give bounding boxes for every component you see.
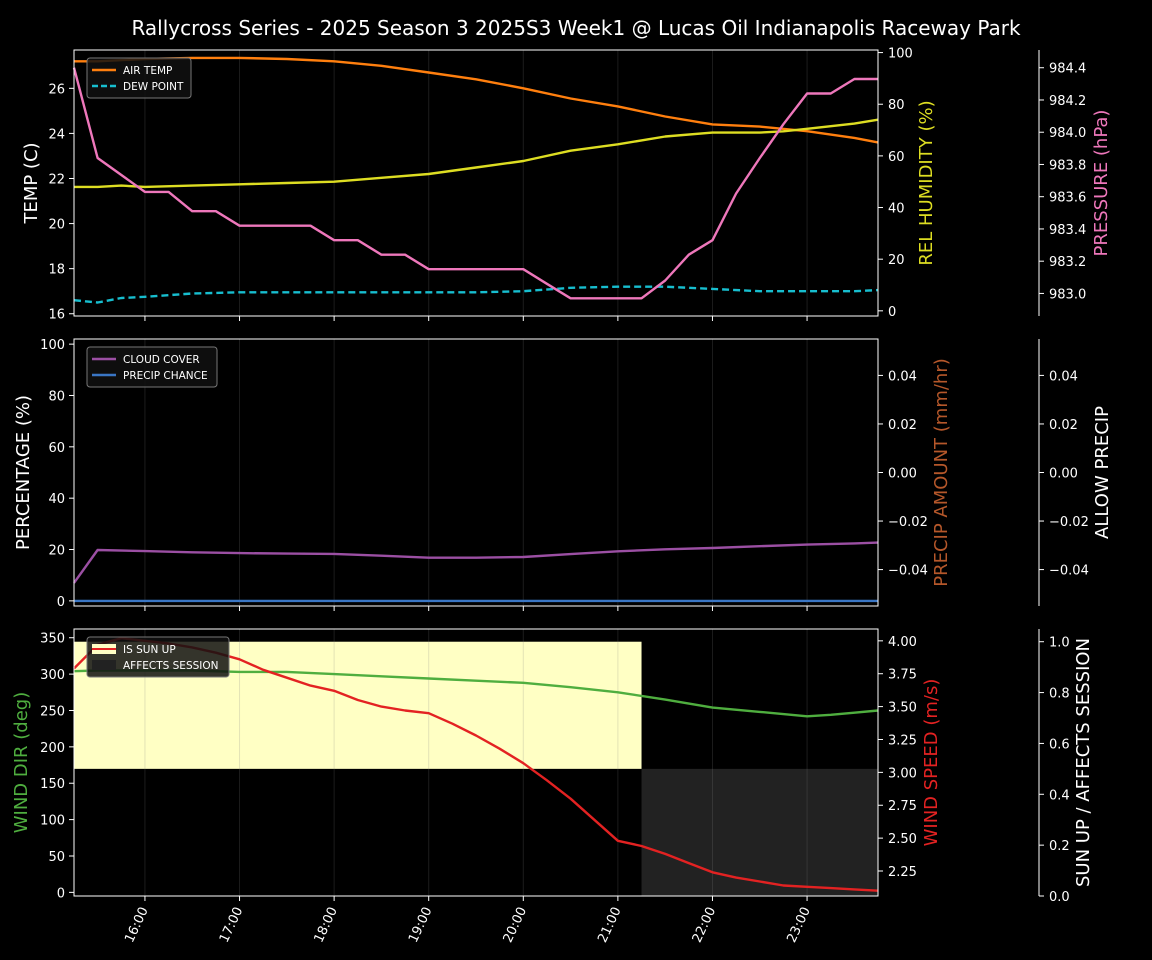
legend-box [86, 636, 230, 678]
chart-title: Rallycross Series - 2025 Season 3 2025S3… [131, 16, 1021, 40]
right2-tick-label: −0.02 [1049, 515, 1089, 530]
right2-tick-label: 983.2 [1049, 255, 1086, 270]
left-tick-label: 80 [48, 389, 65, 404]
legend-label: CLOUD COVER [123, 354, 200, 366]
legend-swatch [92, 660, 116, 670]
left-tick-label: 20 [48, 544, 65, 559]
left-tick-label: 50 [48, 850, 65, 865]
right2-axis-label: SUN UP / AFFECTS SESSION [1073, 638, 1094, 887]
right2-tick-label: 983.6 [1049, 191, 1086, 206]
right2-tick-label: 0.04 [1049, 369, 1078, 384]
right-tick-label: 3.25 [888, 733, 917, 748]
legend-label: AFFECTS SESSION [123, 660, 219, 672]
right2-tick-label: 983.8 [1049, 158, 1086, 173]
right-tick-label: 60 [888, 150, 905, 165]
plot-area [74, 50, 878, 316]
right2-tick-label: 984.2 [1049, 94, 1086, 109]
panel-precip: 0 20 40 60 80 100 PERCENTAGE (%) −0.04 −0.02 0.00… [13, 338, 1113, 611]
right2-tick-label: 0.4 [1049, 788, 1070, 803]
right-tick-label: 2.25 [888, 865, 917, 880]
left-tick-label: 18 [48, 263, 65, 278]
plot-frame [73, 628, 879, 897]
right2-tick-label: −0.04 [1049, 564, 1089, 579]
right-tick-label: 0 [888, 305, 896, 320]
right2-tick-label: 983.4 [1049, 223, 1086, 238]
legend-label: DEW POINT [123, 81, 184, 93]
right-tick-label: 3.75 [888, 668, 917, 683]
plot-frame [73, 49, 879, 317]
left-tick-label: 22 [48, 172, 65, 187]
series-line [72, 67, 878, 300]
right-tick-label: 3.50 [888, 701, 917, 716]
left-tick-label: 60 [48, 441, 65, 456]
legend-box [86, 57, 192, 99]
left-tick-label: 250 [40, 704, 65, 719]
right2-tick-label: 0.8 [1049, 687, 1070, 702]
right-tick-label: 0.00 [888, 467, 917, 482]
right-tick-label: 0.02 [888, 418, 917, 433]
right2-tick-label: 984.4 [1049, 62, 1086, 77]
left-tick-label: 40 [48, 492, 65, 507]
legend-box [86, 346, 218, 388]
right-tick-label: 4.00 [888, 635, 917, 650]
series-line [74, 118, 879, 189]
left-tick-label: 16 [48, 308, 65, 323]
right2-tick-label: 0.02 [1049, 418, 1078, 433]
right-axis-label: REL HUMIDITY (%) [916, 100, 937, 265]
right-axis-label: PRECIP AMOUNT (mm/hr) [931, 358, 952, 587]
right-tick-label: −0.04 [888, 564, 928, 579]
left-tick-label: 0 [57, 595, 65, 610]
left-tick-label: 20 [48, 218, 65, 233]
right2-tick-label: 0.00 [1049, 467, 1078, 482]
right2-tick-label: 0.0 [1049, 890, 1070, 905]
band [641, 768, 878, 896]
legend-label: AIR TEMP [123, 65, 172, 77]
right2-tick-label: 984.0 [1049, 126, 1086, 141]
left-axis-label: WIND DIR (deg) [11, 692, 32, 834]
series-line [73, 285, 879, 304]
right2-tick-label: 0.6 [1049, 737, 1070, 752]
right-tick-label: 20 [888, 253, 905, 268]
right-axis-label: WIND SPEED (m/s) [921, 679, 942, 847]
right2-axis-label: ALLOW PRECIP [1092, 406, 1113, 539]
series-line [74, 56, 879, 144]
right-tick-label: −0.02 [888, 515, 928, 530]
right-tick-label: 3.00 [888, 766, 917, 781]
right2-tick-label: 1.0 [1049, 636, 1070, 651]
left-tick-label: 26 [48, 82, 65, 97]
left-tick-label: 300 [40, 668, 65, 683]
left-tick-label: 350 [40, 632, 65, 647]
left-tick-label: 100 [40, 338, 65, 353]
right-tick-label: 80 [888, 98, 905, 113]
right-tick-label: 0.04 [888, 369, 917, 384]
right2-axis-label: PRESSURE (hPa) [1091, 110, 1112, 257]
left-axis-label: PERCENTAGE (%) [13, 395, 34, 550]
right-tick-label: 2.75 [888, 799, 917, 814]
series-line [73, 541, 879, 584]
left-tick-label: 0 [57, 886, 65, 901]
legend-label: PRECIP CHANCE [123, 370, 208, 382]
left-tick-label: 150 [40, 777, 65, 792]
left-tick-label: 100 [40, 814, 65, 829]
right-tick-label: 40 [888, 202, 905, 217]
right2-tick-label: 0.2 [1049, 839, 1070, 854]
panel-weather: 16 18 20 22 24 26 TEMP (C) 0 20 40 60 80 100 REL HUMI… [21, 47, 1112, 323]
legend-label: IS SUN UP [123, 644, 176, 656]
left-tick-label: 200 [40, 741, 65, 756]
right2-tick-label: 983.0 [1049, 287, 1086, 302]
right-tick-label: 2.50 [888, 832, 917, 847]
left-tick-label: 24 [48, 127, 65, 142]
left-axis-label: TEMP (C) [21, 142, 42, 224]
right-tick-label: 100 [888, 47, 913, 62]
